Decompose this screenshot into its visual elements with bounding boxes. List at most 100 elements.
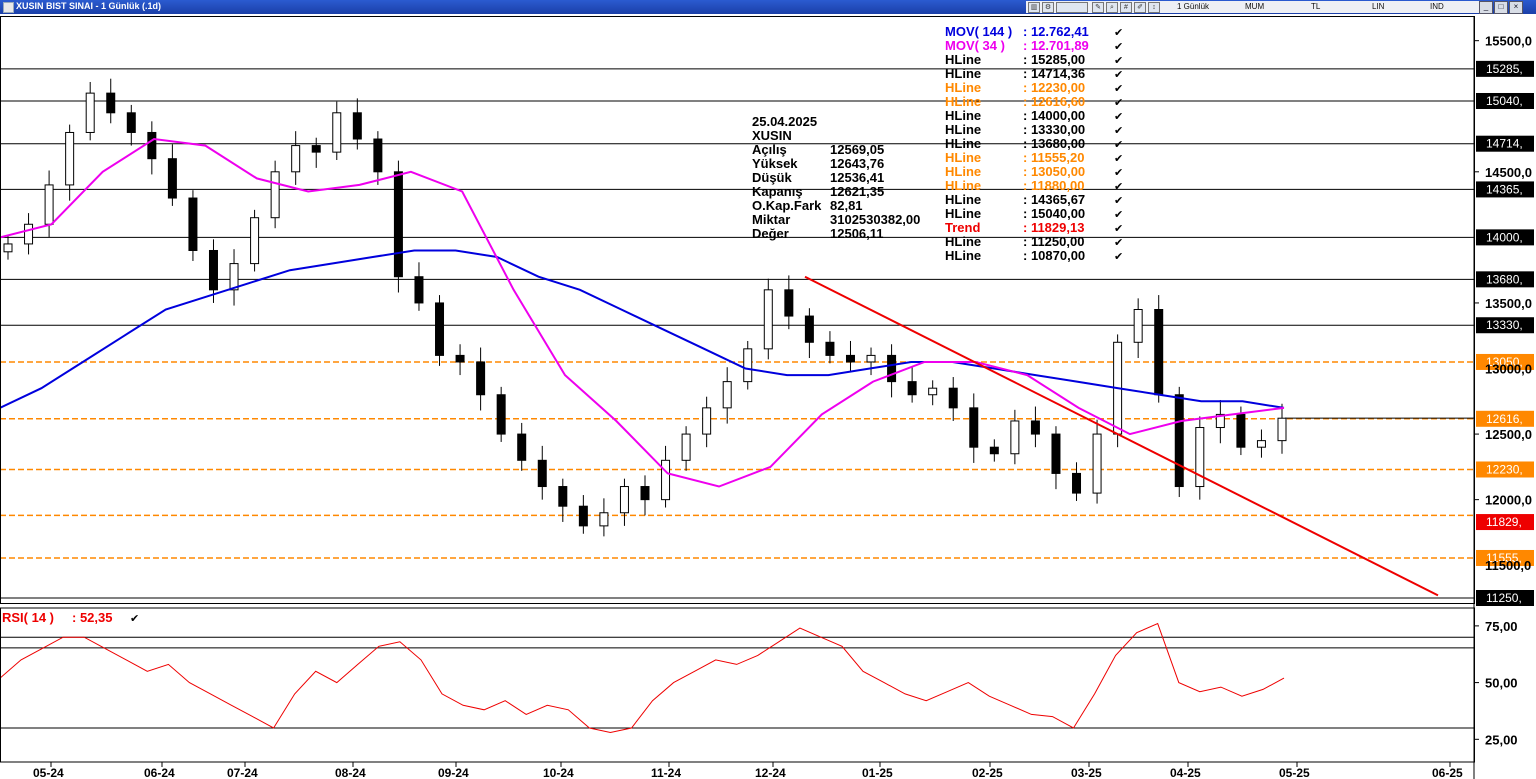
close-button[interactable]: × [1509, 1, 1523, 14]
info-value-3: 12621,35 [830, 184, 884, 199]
legend-name-16: HLine [945, 248, 981, 263]
candle-body-4 [85, 92, 95, 133]
hline-label-8: 12616, [1486, 412, 1523, 426]
legend-value-1: : 12.701,89 [1023, 38, 1089, 53]
candle-body-42 [866, 354, 876, 363]
legend-check-11: ✔ [1114, 181, 1123, 193]
zoom-icon[interactable]: ⌕ [1106, 2, 1118, 13]
window-title: XUSIN BIST SINAI - 1 Günlük (.1d) [16, 1, 162, 11]
legend-value-6: : 14000,00 [1023, 108, 1085, 123]
scale-select[interactable]: LIN [1372, 2, 1385, 11]
currency-select[interactable]: TL [1311, 2, 1321, 11]
chart-icon[interactable]: ▥ [1028, 2, 1040, 13]
hline-label-9: 12230, [1486, 462, 1523, 476]
candle-body-17 [352, 112, 362, 140]
candle-body-49 [1010, 420, 1020, 455]
rsi-line [0, 622, 1285, 734]
candle-body-52 [1072, 472, 1082, 494]
hline-label-box-3 [1476, 181, 1534, 198]
candle-body-31 [640, 486, 650, 501]
candle-body-40 [825, 341, 835, 356]
x-tick-label-1: 06-24 [144, 766, 175, 779]
grid-icon[interactable]: # [1120, 2, 1132, 13]
indicator-select[interactable]: IND [1430, 2, 1444, 11]
legend-check-0: ✔ [1114, 27, 1123, 39]
chart-type-select[interactable]: MUM [1245, 2, 1265, 11]
candle-body-34 [702, 407, 712, 435]
hline-label-box-5 [1476, 271, 1534, 288]
legend-name-15: HLine [945, 234, 981, 249]
candle-body-38 [784, 289, 794, 317]
x-tick-label-13: 06-25 [1432, 766, 1463, 779]
legend-name-7: HLine [945, 122, 981, 137]
info-symbol: XUSIN [752, 128, 792, 143]
candle-body-29 [599, 512, 609, 527]
draw-icon[interactable]: ✎ [1092, 2, 1104, 13]
info-label-0: Açılış [752, 142, 787, 157]
x-tick-label-6: 11-24 [651, 766, 681, 779]
candle-body-21 [435, 302, 445, 356]
hline-label-box-2 [1476, 135, 1534, 152]
x-tick-label-9: 02-25 [972, 766, 1003, 779]
hline-label-box-11 [1476, 549, 1534, 566]
candle-body-41 [845, 354, 855, 363]
hline-label-12: 11250, [1486, 591, 1522, 605]
legend-value-15: : 11250,00 [1023, 234, 1084, 249]
legend-check-8: ✔ [1114, 139, 1123, 151]
legend-value-9: : 11555,20 [1023, 150, 1084, 165]
hline-label-0: 15285, [1486, 62, 1523, 76]
legend-value-7: : 13330,00 [1023, 122, 1085, 137]
hline-label-box-9 [1476, 461, 1534, 478]
legend-value-16: : 10870,00 [1023, 248, 1085, 263]
info-value-1: 12643,76 [830, 156, 884, 171]
legend-name-13: HLine [945, 206, 981, 221]
legend-check-14: ✔ [1114, 223, 1123, 235]
candle-body-5 [106, 92, 116, 114]
symbol-search-icon[interactable] [1056, 2, 1088, 13]
candle-body-6 [126, 112, 136, 133]
candle-body-58 [1195, 427, 1205, 488]
candle-body-46 [948, 387, 958, 409]
x-tick-label-10: 03-25 [1071, 766, 1102, 779]
candle-body-3 [65, 131, 75, 186]
rsi-title: RSI( 14 ) [2, 610, 54, 625]
info-value-0: 12569,05 [830, 142, 884, 157]
restore-button[interactable]: □ [1494, 1, 1508, 14]
settings-icon[interactable]: ⚙ [1042, 2, 1054, 13]
legend-name-6: HLine [945, 108, 981, 123]
legend-name-1: MOV( 34 ) [945, 38, 1005, 53]
legend-check-10: ✔ [1114, 167, 1123, 179]
legend-check-1: ✔ [1114, 41, 1123, 53]
candle-body-15 [311, 145, 321, 153]
rsi-panel-frame [0, 607, 1475, 763]
minimize-button[interactable]: _ [1479, 1, 1493, 14]
legend-value-3: : 14714,36 [1023, 66, 1085, 81]
candle-body-9 [188, 197, 198, 251]
period-select[interactable]: 1 Günlük [1177, 2, 1210, 11]
arrow-icon[interactable]: ↕ [1148, 2, 1160, 13]
legend-value-14: : 11829,13 [1023, 220, 1084, 235]
info-label-6: Değer [752, 226, 789, 241]
x-tick-label-5: 10-24 [543, 766, 574, 779]
candle-body-22 [455, 354, 465, 363]
candle-body-1 [24, 223, 34, 245]
y-tick-label-4: 12000,0 [1485, 493, 1532, 508]
legend-value-2: : 15285,00 [1023, 52, 1085, 67]
candle-body-11 [229, 263, 239, 291]
hline-label-box-12 [1476, 590, 1534, 606]
info-label-2: Düşük [752, 170, 793, 185]
candle-body-12 [250, 217, 260, 265]
legend-value-8: : 13680,00 [1023, 136, 1085, 151]
info-label-5: Miktar [752, 212, 790, 227]
edit-icon[interactable]: ✐ [1134, 2, 1146, 13]
info-value-6: 12506,11 [830, 226, 884, 241]
legend-name-3: HLine [945, 66, 981, 81]
legend-check-15: ✔ [1114, 237, 1123, 249]
candle-body-32 [661, 459, 671, 501]
candle-body-45 [928, 387, 938, 396]
candle-body-36 [743, 348, 753, 383]
legend-check-12: ✔ [1114, 195, 1123, 207]
candle-body-25 [517, 433, 527, 461]
candle-body-18 [373, 138, 383, 173]
